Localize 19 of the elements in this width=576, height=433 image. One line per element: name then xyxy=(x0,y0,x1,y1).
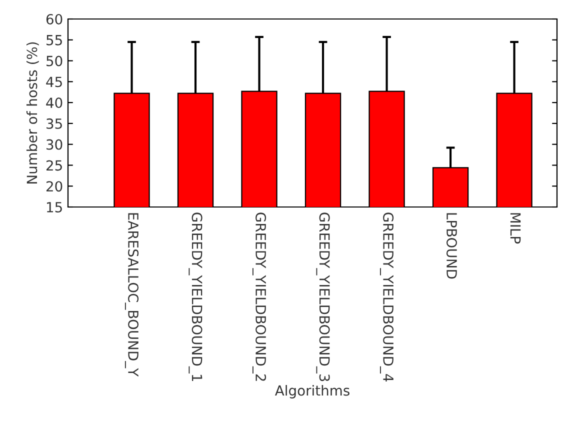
y-tick-label: 50 xyxy=(46,56,62,66)
y-tick-label: 35 xyxy=(46,118,62,129)
x-tick-label: GREEDY_YIELDBOUND_3 xyxy=(316,212,330,382)
y-tick-label: 55 xyxy=(46,35,62,46)
x-tick-label: LPBOUND xyxy=(446,213,458,279)
y-tick-label: 25 xyxy=(46,160,62,171)
x-axis-title: Algorithms xyxy=(274,385,350,398)
y-tick-label: 20 xyxy=(46,181,62,192)
x-tick-label: MILP xyxy=(510,213,521,244)
y-axis-title: Number of hosts (%) xyxy=(26,42,39,184)
x-tick-label: GREEDY_YIELDBOUND_2 xyxy=(252,212,266,381)
y-tick-label: 60 xyxy=(46,14,62,24)
y-tick-label: 15 xyxy=(46,202,62,212)
x-tick-label: GREEDY_YIELDBOUND_1 xyxy=(188,212,202,381)
y-tick-label: 30 xyxy=(46,139,62,150)
y-tick-label: 40 xyxy=(46,98,62,108)
x-tick-label: EARESALLOC_BOUND_Y xyxy=(124,213,139,377)
y-tick-label: 45 xyxy=(46,76,62,88)
x-tick-label: GREEDY_YIELDBOUND_4 xyxy=(380,212,394,382)
